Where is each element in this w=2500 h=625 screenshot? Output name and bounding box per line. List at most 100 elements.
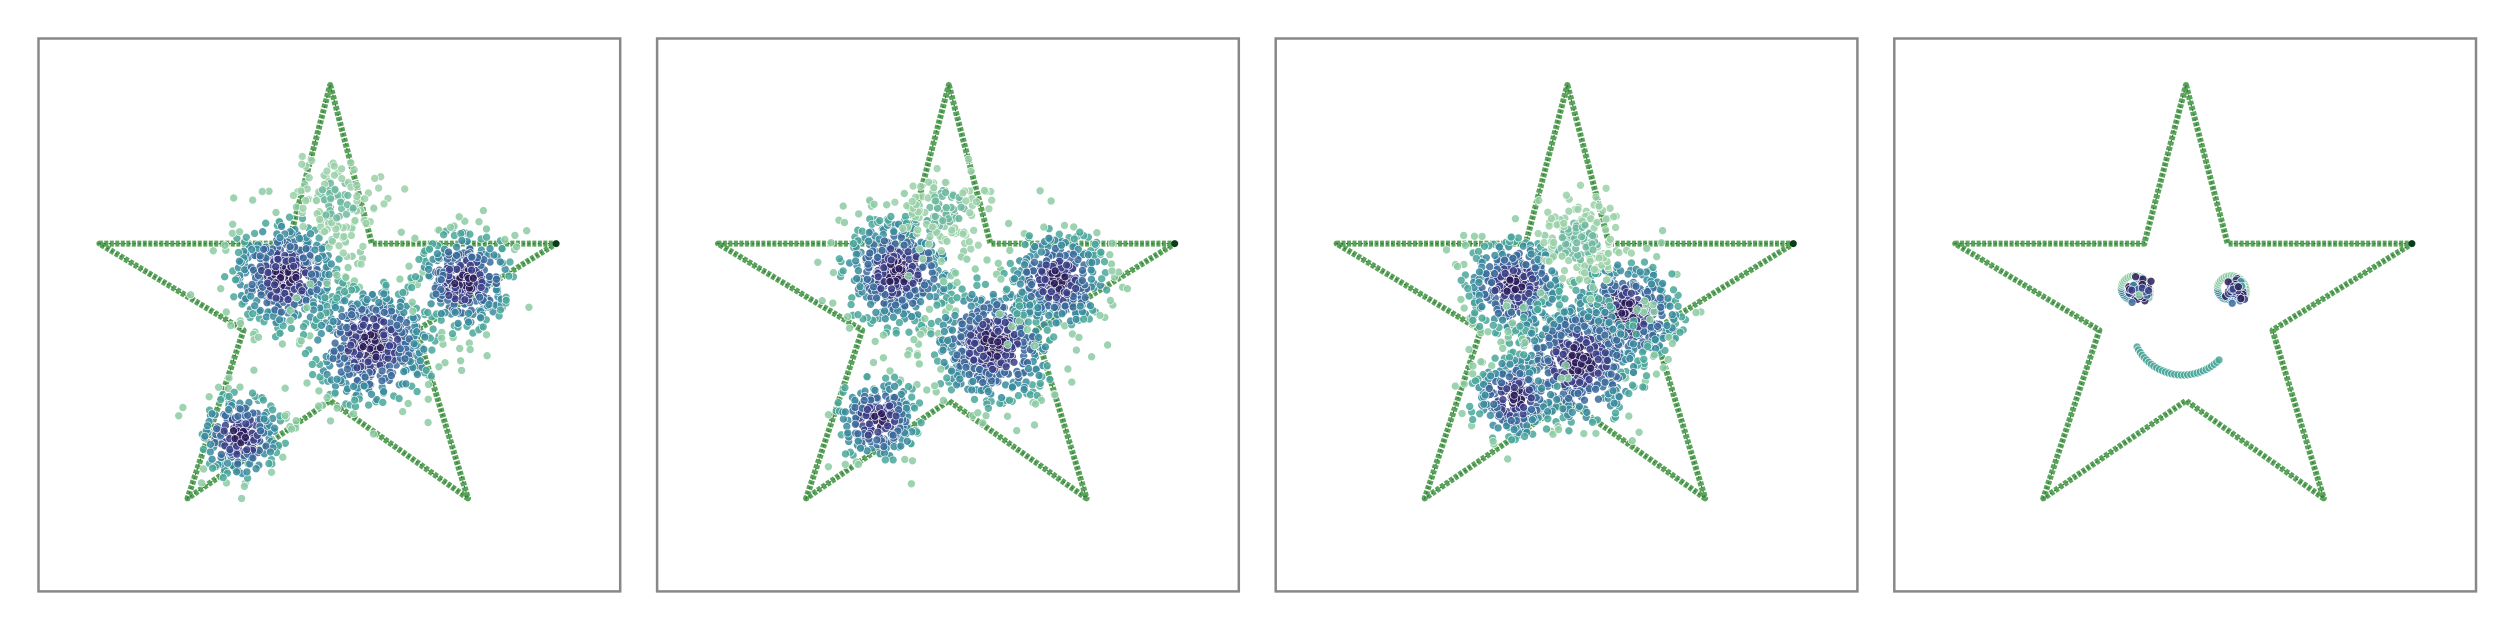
point xyxy=(1530,263,1540,273)
point xyxy=(428,324,438,334)
point xyxy=(1640,296,1649,306)
point xyxy=(1600,348,1610,358)
point xyxy=(1508,318,1517,328)
point xyxy=(854,460,863,469)
point xyxy=(1042,325,1052,335)
point xyxy=(1062,288,1072,297)
point xyxy=(224,392,234,401)
point xyxy=(1564,426,1574,436)
point xyxy=(270,280,279,290)
point xyxy=(522,226,532,235)
point xyxy=(1551,347,1561,357)
point xyxy=(1078,276,1087,285)
point xyxy=(904,327,914,337)
point xyxy=(1541,324,1551,334)
point xyxy=(897,295,907,305)
point xyxy=(1628,380,1637,390)
point xyxy=(995,309,1004,319)
point xyxy=(869,358,878,367)
point xyxy=(251,464,261,474)
point xyxy=(1667,269,1677,279)
point xyxy=(301,296,311,305)
point xyxy=(328,354,338,363)
point xyxy=(1092,228,1102,237)
point xyxy=(285,212,294,222)
point xyxy=(1624,389,1634,398)
point xyxy=(1060,272,1070,282)
point xyxy=(1593,368,1603,378)
point xyxy=(308,370,317,379)
point xyxy=(460,295,470,305)
point xyxy=(885,277,895,286)
point xyxy=(1075,227,1085,237)
point xyxy=(879,353,888,363)
point xyxy=(297,286,307,295)
point xyxy=(174,411,183,421)
point xyxy=(1631,282,1641,291)
point xyxy=(246,291,256,301)
point xyxy=(411,272,420,281)
point xyxy=(485,272,494,281)
point xyxy=(1086,301,1095,311)
point xyxy=(853,429,863,439)
point xyxy=(330,170,339,180)
point xyxy=(1477,313,1487,323)
point xyxy=(978,418,988,428)
point xyxy=(315,215,325,224)
point xyxy=(1650,335,1660,344)
point xyxy=(838,266,848,276)
point xyxy=(452,251,461,260)
point xyxy=(1494,308,1503,318)
point xyxy=(913,351,922,360)
point xyxy=(1488,320,1498,330)
point xyxy=(973,408,983,418)
point xyxy=(1024,231,1034,241)
point xyxy=(952,293,962,303)
point xyxy=(273,255,283,264)
point xyxy=(877,246,887,255)
point xyxy=(1526,249,1536,259)
point xyxy=(381,280,391,290)
point xyxy=(1511,285,1520,294)
point xyxy=(1625,354,1635,363)
point xyxy=(1653,322,1662,331)
point xyxy=(970,338,979,348)
point xyxy=(1097,274,1106,284)
point xyxy=(452,265,462,274)
point xyxy=(237,494,246,503)
point xyxy=(1608,324,1618,334)
point xyxy=(1552,381,1562,391)
point xyxy=(855,282,865,291)
point xyxy=(1022,325,1032,334)
point xyxy=(331,303,340,312)
point xyxy=(235,256,244,266)
point xyxy=(903,350,913,360)
point xyxy=(1063,364,1073,374)
point xyxy=(829,268,838,277)
point xyxy=(1613,260,1622,270)
point xyxy=(457,366,466,375)
point xyxy=(1571,315,1580,325)
point xyxy=(371,305,381,315)
point xyxy=(1015,301,1024,311)
point xyxy=(259,245,268,254)
point xyxy=(978,320,988,329)
point xyxy=(966,166,976,176)
point xyxy=(1020,240,1030,249)
point xyxy=(1569,343,1579,353)
point xyxy=(1475,267,1484,277)
point xyxy=(1564,394,1573,403)
point xyxy=(220,241,230,250)
point xyxy=(346,340,356,350)
point xyxy=(267,467,276,477)
point xyxy=(938,345,948,355)
point xyxy=(342,323,351,332)
point xyxy=(413,370,422,379)
point xyxy=(947,366,956,376)
point xyxy=(1040,275,1050,284)
point xyxy=(363,357,373,367)
point xyxy=(219,426,229,436)
point xyxy=(217,450,226,459)
point xyxy=(394,394,404,403)
point xyxy=(374,183,383,193)
